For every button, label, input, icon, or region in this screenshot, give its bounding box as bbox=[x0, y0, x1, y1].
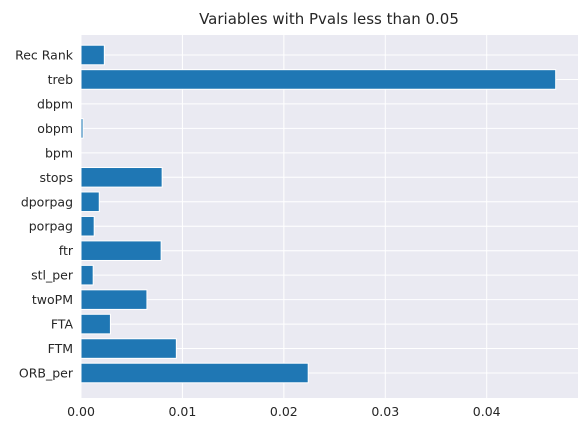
bar-orb-per bbox=[80, 362, 309, 384]
bar-stl-per bbox=[80, 264, 94, 286]
y-tick-label: dbpm bbox=[37, 96, 73, 111]
bar-obpm bbox=[80, 118, 84, 139]
bar-layer bbox=[80, 44, 557, 384]
bar-treb bbox=[80, 69, 557, 90]
y-tick-label: FTM bbox=[48, 341, 73, 356]
y-tick-label: ftr bbox=[59, 243, 74, 258]
y-tick-label: dporpag bbox=[21, 194, 73, 209]
y-tick-label: twoPM bbox=[32, 292, 73, 307]
x-tick-label: 0.03 bbox=[371, 404, 399, 419]
x-tick-label: 0.02 bbox=[270, 404, 298, 419]
plot-background bbox=[81, 35, 578, 398]
y-tick-label: treb bbox=[48, 72, 73, 87]
bar-ftr bbox=[80, 240, 162, 261]
bar-porpag bbox=[80, 215, 95, 237]
y-tick-label: Rec Rank bbox=[15, 48, 74, 63]
y-tick-label: porpag bbox=[29, 219, 73, 234]
chart-title: Variables with Pvals less than 0.05 bbox=[199, 10, 459, 28]
y-tick-label: stops bbox=[39, 170, 73, 185]
x-tick-label: 0.04 bbox=[473, 404, 501, 419]
y-tick-label: ORB_per bbox=[19, 366, 74, 381]
bar-dporpag bbox=[80, 191, 100, 213]
grid-layer bbox=[80, 35, 578, 398]
y-tick-label: bpm bbox=[45, 145, 73, 160]
x-tick-label: 0.00 bbox=[67, 404, 95, 419]
bar-twopm bbox=[80, 289, 148, 310]
bar-rec-rank bbox=[80, 44, 105, 66]
y-tick-label: obpm bbox=[37, 121, 73, 136]
y-tick-label: stl_per bbox=[31, 268, 74, 283]
x-tick-label: 0.01 bbox=[169, 404, 197, 419]
bar-stops bbox=[80, 167, 163, 188]
y-axis-labels: Rec Rank treb dbpm obpm bpm stops dporpag porpa… bbox=[15, 48, 74, 381]
x-axis-labels: 0.00 0.01 0.02 0.03 0.04 bbox=[67, 404, 501, 419]
bar-ftm bbox=[80, 338, 177, 359]
y-tick-label: FTA bbox=[51, 317, 74, 332]
bar-fta bbox=[80, 313, 111, 335]
